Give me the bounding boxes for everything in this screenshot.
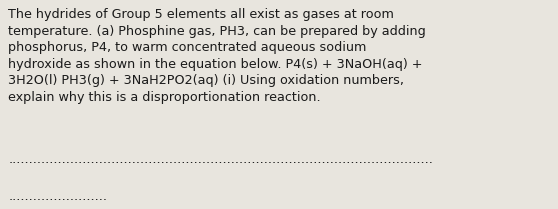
Text: The hydrides of Group 5 elements all exist as gases at room
temperature. (a) Pho: The hydrides of Group 5 elements all exi… (8, 8, 426, 104)
Text: ................................................................................: ........................................… (8, 153, 433, 166)
Text: ........................: ........................ (8, 190, 107, 203)
